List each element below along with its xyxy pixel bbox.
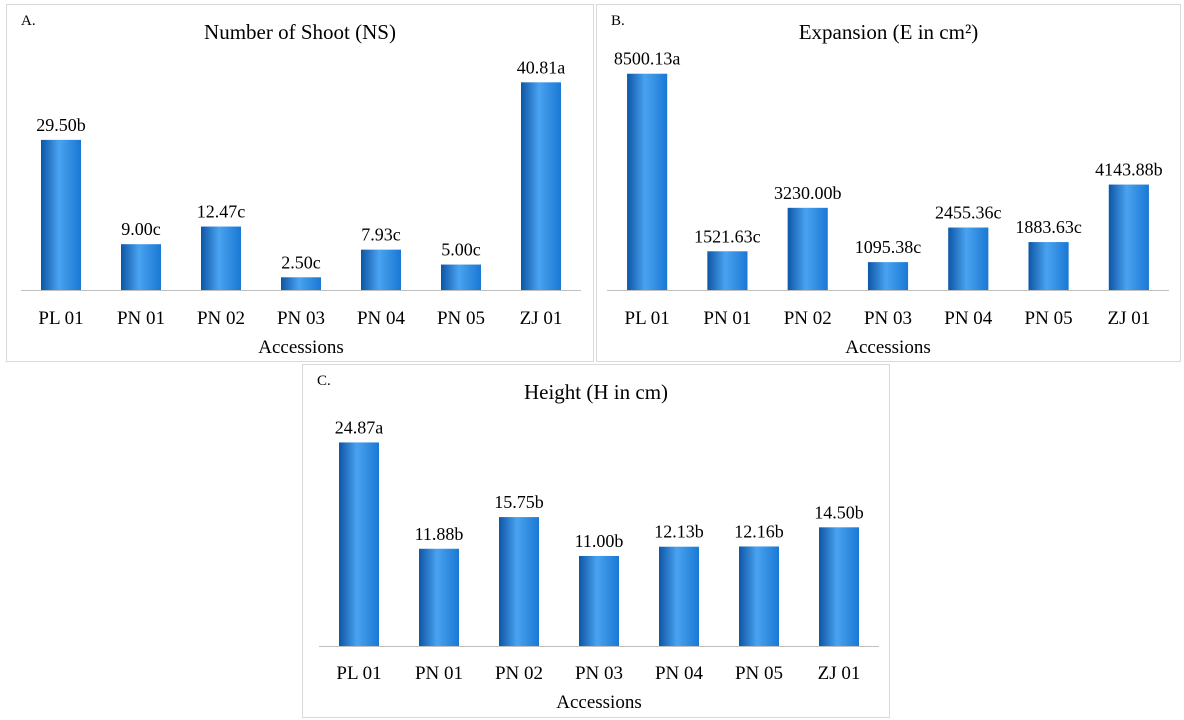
data-label: 12.47c [197, 202, 246, 222]
data-label: 11.00b [575, 531, 624, 551]
x-tick-label: PN 01 [415, 663, 463, 684]
x-axis-label: Accessions [845, 337, 930, 358]
x-axis-label: Accessions [258, 337, 343, 358]
x-tick-label: PL 01 [38, 308, 83, 329]
data-label: 1095.38c [855, 237, 922, 257]
data-label: 9.00c [121, 219, 161, 239]
chart-panel-c: C. Height (H in cm) 24.87a PL 01 11.88b PN 01… [302, 364, 890, 718]
data-label: 2.50c [281, 252, 321, 272]
data-label: 12.16b [734, 521, 784, 541]
bar-pn-01 [707, 251, 748, 290]
x-tick-label: PN 03 [864, 308, 912, 329]
panel-label: B. [611, 13, 625, 29]
data-label: 3230.00b [774, 183, 842, 203]
chart-title: Height (H in cm) [524, 380, 668, 404]
x-tick-label: PN 05 [1025, 308, 1073, 329]
data-label: 24.87a [335, 417, 384, 437]
bar-pn-05 [1028, 242, 1069, 290]
data-label: 1521.63c [694, 226, 761, 246]
bar-pn-03 [281, 277, 321, 290]
bar-pl-01 [627, 73, 668, 290]
bar-pn-05 [739, 546, 779, 646]
bar-pn-04 [948, 227, 989, 290]
chart-panel-b: B. Expansion (E in cm²) 8500.13a PL 01 1521.… [596, 4, 1181, 362]
bar-pn-03 [579, 555, 619, 646]
chart-1-svg: B. Expansion (E in cm²) 8500.13a PL 01 1521.… [607, 13, 1169, 358]
bar-pn-01 [121, 244, 161, 290]
bar-pn-01 [419, 548, 459, 646]
x-tick-label: ZJ 01 [1107, 308, 1150, 329]
bar-pn-02 [787, 207, 828, 290]
data-label: 5.00c [441, 240, 481, 260]
bar-pn-05 [441, 264, 481, 290]
panel-label: C. [317, 373, 331, 389]
bar-pl-01 [339, 442, 379, 646]
x-tick-label: PN 04 [357, 308, 406, 329]
bar-pn-03 [867, 262, 909, 290]
bar-zj-01 [1108, 184, 1149, 290]
bar-pn-04 [361, 249, 401, 290]
x-tick-label: PN 04 [655, 663, 704, 684]
data-label: 12.13b [654, 522, 704, 542]
x-tick-label: ZJ 01 [520, 308, 563, 329]
x-tick-label: PN 05 [735, 663, 783, 684]
data-label: 15.75b [494, 492, 544, 512]
x-tick-label: PL 01 [625, 308, 670, 329]
x-tick-label: PN 02 [197, 308, 245, 329]
data-label: 14.50b [814, 502, 864, 522]
bar-pn-02 [499, 517, 539, 646]
chart-panel-a: A. Number of Shoot (NS) 29.50b PL 01 9.00c PN… [6, 4, 594, 362]
x-tick-label: PL 01 [336, 663, 381, 684]
x-tick-label: PN 02 [784, 308, 832, 329]
bar-zj-01 [819, 527, 859, 646]
x-tick-label: PN 01 [117, 308, 165, 329]
bar-pn-02 [201, 226, 241, 290]
x-tick-label: PN 03 [575, 663, 623, 684]
chart-title: Expansion (E in cm²) [799, 20, 979, 44]
data-label: 2455.36c [935, 203, 1002, 223]
data-label: 11.88b [415, 524, 464, 544]
x-axis-label: Accessions [556, 692, 641, 713]
x-tick-label: PN 01 [703, 308, 751, 329]
chart-title: Number of Shoot (NS) [204, 20, 396, 44]
bar-zj-01 [521, 82, 561, 290]
data-label: 4143.88b [1095, 160, 1163, 180]
panel-label: A. [21, 13, 36, 29]
x-tick-label: PN 03 [277, 308, 325, 329]
data-label: 1883.63c [1015, 217, 1082, 237]
data-label: 7.93c [361, 225, 401, 245]
chart-0-svg: A. Number of Shoot (NS) 29.50b PL 01 9.00c PN… [21, 13, 581, 358]
x-tick-label: PN 04 [944, 308, 993, 329]
bar-pl-01 [41, 139, 81, 290]
x-tick-label: PN 02 [495, 663, 543, 684]
data-label: 40.81a [517, 57, 566, 77]
chart-2-svg: C. Height (H in cm) 24.87a PL 01 11.88b PN 01… [317, 373, 879, 713]
data-label: 29.50b [36, 115, 86, 135]
bar-pn-04 [659, 546, 699, 646]
x-tick-label: PN 05 [437, 308, 485, 329]
x-tick-label: ZJ 01 [818, 663, 861, 684]
data-label: 8500.13a [614, 49, 681, 69]
